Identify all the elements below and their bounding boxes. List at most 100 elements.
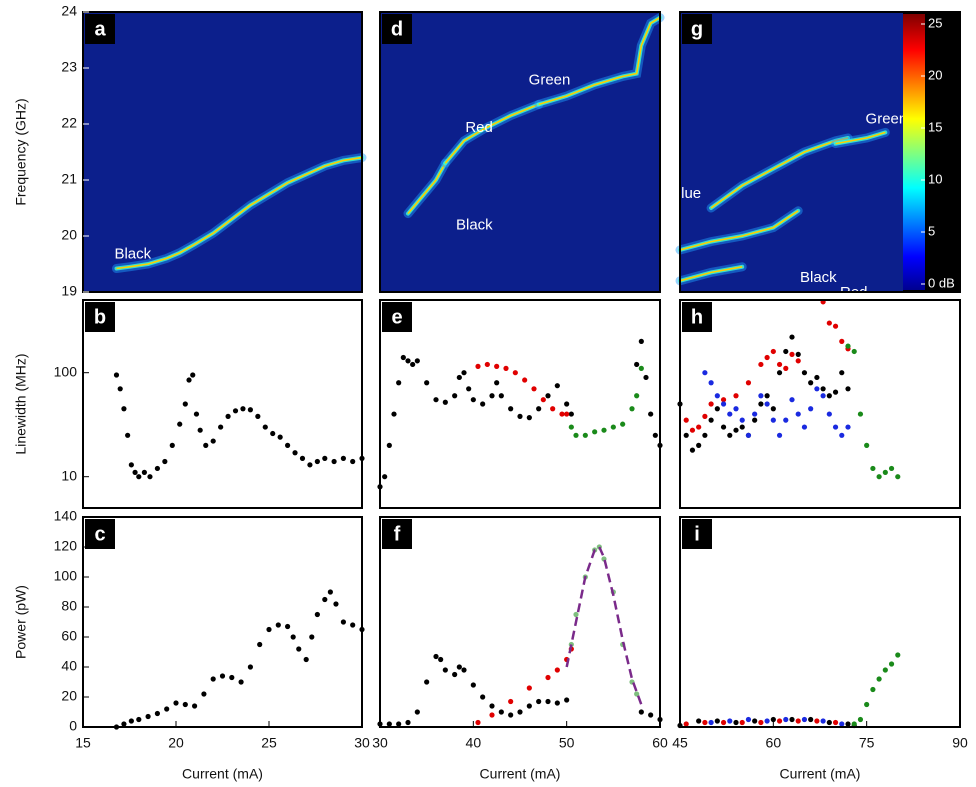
data-point [554,700,560,706]
data-point [247,664,253,670]
data-point [531,386,537,392]
data-point [733,427,739,433]
data-point [382,474,388,480]
data-point [714,406,720,412]
data-point [638,365,644,371]
data-point [503,365,509,371]
data-point [882,469,888,475]
data-point [795,718,801,724]
panel-letter-box [682,14,712,44]
data-point [702,719,708,726]
data-point [702,413,708,419]
y-axis-label: Frequency (GHz) [13,98,29,205]
data-point [888,465,895,472]
data-point [739,424,745,430]
data-point [333,601,339,607]
y-tick-label: 0 [69,718,77,734]
y-tick-label: 24 [61,3,77,19]
data-point [851,721,857,727]
data-point [826,393,832,399]
plot-frame [379,299,661,509]
y-axis-label: Linewidth (MHz) [13,353,29,454]
data-point [512,370,518,376]
plot-area [83,12,362,292]
x-tick-label: 45 [672,735,688,751]
data-point [801,370,808,376]
data-point [475,363,481,369]
data-point [201,691,207,697]
data-point [452,393,458,399]
colorbar-tick-label: 20 [928,67,942,82]
data-point [498,709,504,715]
data-point [745,380,752,386]
data-point [218,424,224,430]
spectral-trace [679,210,799,251]
colorbar-tick-label: 15 [928,119,942,134]
data-point [564,401,570,407]
data-point [795,411,801,417]
data-point [733,393,739,399]
data-point [832,424,839,430]
data-point [870,465,876,472]
data-point [727,432,733,438]
data-point [240,406,246,412]
data-point [461,370,467,376]
data-point [708,380,714,386]
x-axis-label: Current (mA) [182,766,263,782]
data-point [414,358,420,364]
data-point [648,411,654,417]
data-point [190,372,196,378]
data-point [125,432,131,438]
data-point [169,442,175,448]
data-point [331,458,337,465]
data-point [494,363,500,369]
data-point [309,634,315,640]
data-point [466,386,472,392]
data-point [526,414,532,421]
data-point [783,417,789,423]
data-point [648,712,654,718]
panel-letter-box [85,14,115,44]
data-point [895,474,901,480]
data-point [696,424,702,430]
data-point [845,721,851,727]
data-point [285,442,291,448]
plot-area [83,517,362,727]
data-point [702,370,708,376]
data-point [592,429,598,435]
colorbar-tick-label: 5 [928,223,935,238]
panel-letter: h [691,306,703,328]
data-point [132,469,138,475]
data-point [845,343,851,349]
data-point [277,434,283,440]
data-point [182,701,188,708]
data-point [826,411,832,417]
data-point [783,365,789,371]
plot-frame [679,11,961,293]
data-point [322,596,328,603]
data-point [783,348,789,355]
data-point [758,361,764,368]
data-point [839,338,845,344]
panel-letter-box [85,519,115,549]
x-tick-label: 60 [766,735,782,751]
data-point [689,447,696,453]
data-point [795,358,801,364]
data-point [225,413,231,419]
colorbar-gradient [903,14,925,290]
data-point [136,474,142,480]
plot-area [83,300,362,508]
data-point [255,413,261,419]
panel-letter-box [382,302,412,332]
y-tick-label: 100 [54,363,78,379]
data-point [480,401,486,407]
data-point [832,323,839,329]
spectral-trace [407,162,446,215]
data-point [517,413,523,419]
panel-letter-box [382,14,412,44]
data-point [714,393,720,399]
data-point [275,622,281,628]
data-point [689,427,696,433]
y-tick-label: 140 [54,508,78,524]
data-point [508,698,514,705]
